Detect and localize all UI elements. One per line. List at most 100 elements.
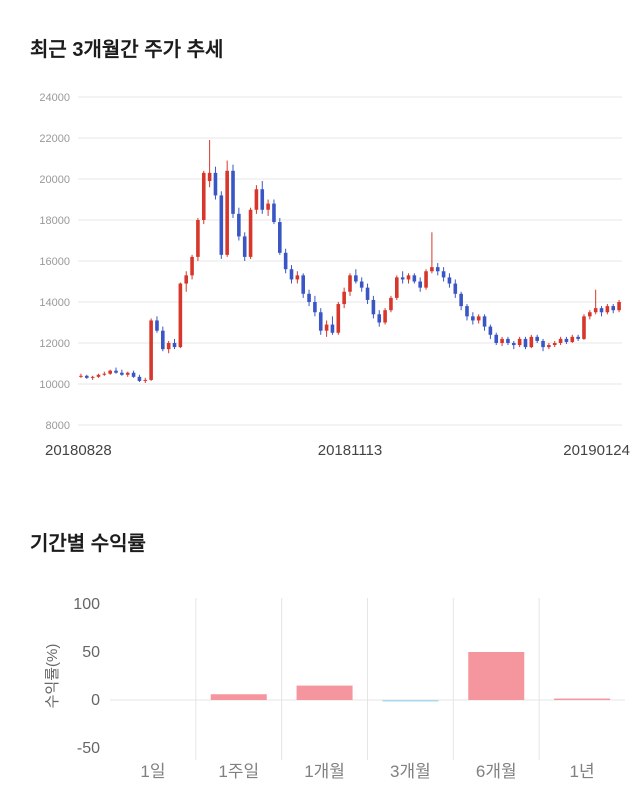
candle-body bbox=[330, 324, 335, 333]
x-tick-label: 20180828 bbox=[45, 442, 112, 459]
candle-body bbox=[178, 283, 183, 348]
candle-body bbox=[318, 312, 323, 331]
candle-body bbox=[383, 310, 387, 323]
candle-body bbox=[354, 275, 358, 282]
candle-body bbox=[225, 170, 229, 255]
candle-body bbox=[196, 220, 200, 257]
x-tick-label: 20190124 bbox=[563, 442, 630, 459]
candle-body bbox=[125, 372, 130, 375]
candle-body bbox=[201, 172, 206, 220]
candle-body bbox=[254, 189, 259, 210]
period-return-bar-chart: 100 50 0 -50 수익률(%) 1일 1주일 1개월 3개월 6개월 1년 bbox=[44, 596, 625, 781]
candle-body bbox=[190, 256, 194, 276]
candle-body bbox=[564, 338, 569, 342]
y-tick-label: 22000 bbox=[39, 133, 70, 145]
category-label: 1주일 bbox=[218, 762, 259, 781]
candle-body bbox=[307, 293, 311, 302]
candle-body bbox=[108, 370, 112, 374]
candle-body bbox=[558, 338, 563, 343]
candle-body bbox=[79, 375, 83, 377]
candle-body bbox=[435, 267, 440, 272]
candle-body bbox=[213, 172, 218, 196]
candle-body bbox=[570, 336, 575, 342]
y-tick-label: 18000 bbox=[39, 215, 70, 227]
y-tick-label: 24000 bbox=[39, 92, 70, 104]
candle-body bbox=[476, 316, 481, 321]
candle-body bbox=[278, 222, 282, 253]
candle-body bbox=[231, 170, 235, 214]
candle-body bbox=[272, 203, 276, 223]
y-tick-label: 12000 bbox=[39, 338, 70, 350]
candle-body bbox=[102, 373, 107, 375]
candle-body bbox=[283, 252, 288, 270]
y-tick-label: 16000 bbox=[39, 256, 70, 268]
candle-body bbox=[96, 374, 101, 377]
price-chart-title: 최근 3개월간 주가 추세 bbox=[30, 39, 224, 61]
candle-body bbox=[166, 343, 171, 350]
candle-body bbox=[313, 302, 317, 313]
candle-body bbox=[143, 379, 148, 381]
category-label: 1개월 bbox=[304, 762, 345, 781]
category-label: 1년 bbox=[570, 762, 595, 781]
y-tick-label: 14000 bbox=[39, 297, 70, 309]
candle-body bbox=[547, 345, 551, 348]
price-candlestick-chart: 8000 10000 12000 14000 16000 18000 20000 22000 2… bbox=[39, 92, 630, 459]
candle-body bbox=[494, 334, 499, 343]
category-label: 6개월 bbox=[476, 762, 517, 781]
candle-body bbox=[295, 275, 300, 280]
candle-body bbox=[172, 343, 177, 348]
y-tick-label: 100 bbox=[73, 596, 100, 613]
candle-body bbox=[394, 277, 399, 298]
candle-body bbox=[529, 336, 534, 348]
candle-body bbox=[207, 172, 212, 182]
candle-body bbox=[155, 320, 159, 331]
return-chart-title: 기간별 수익률 bbox=[30, 533, 146, 555]
candle-body bbox=[541, 340, 545, 348]
candle-body bbox=[471, 316, 475, 321]
y-tick-label: 8000 bbox=[46, 420, 70, 432]
candle-body bbox=[517, 338, 522, 346]
bar-positive bbox=[468, 652, 525, 700]
candle-body bbox=[506, 338, 510, 343]
candle-body bbox=[266, 203, 270, 210]
candle-body bbox=[406, 275, 411, 280]
candle-body bbox=[605, 306, 610, 313]
candle-body bbox=[90, 376, 95, 378]
candle-body bbox=[237, 213, 241, 237]
candle-body bbox=[424, 271, 428, 288]
x-tick-label: 20181113 bbox=[318, 442, 383, 459]
y-tick-label: 10000 bbox=[39, 379, 70, 391]
candle-body bbox=[371, 299, 376, 315]
y-tick-label: -50 bbox=[77, 740, 100, 757]
candle-body bbox=[465, 306, 469, 317]
candle-body bbox=[453, 283, 458, 294]
candle-body bbox=[219, 195, 224, 255]
candle-body bbox=[84, 375, 89, 378]
candle-body bbox=[611, 306, 616, 311]
candle-body bbox=[114, 370, 118, 373]
candle-body bbox=[599, 308, 604, 313]
candle-body bbox=[447, 277, 452, 284]
candle-body bbox=[336, 304, 341, 333]
y-axis-label: 수익률(%) bbox=[44, 644, 61, 709]
category-label: 3개월 bbox=[390, 762, 431, 781]
candle-body bbox=[149, 320, 153, 380]
y-tick-label: 0 bbox=[91, 692, 100, 709]
candle-body bbox=[184, 275, 189, 284]
category-label: 1일 bbox=[140, 762, 165, 781]
y-tick-label: 20000 bbox=[39, 174, 70, 186]
candle-body bbox=[412, 275, 417, 282]
bar-negative bbox=[382, 700, 439, 702]
candle-body bbox=[359, 281, 364, 288]
candle-body bbox=[120, 372, 124, 375]
candle-body bbox=[441, 271, 446, 278]
candle-body bbox=[324, 324, 329, 331]
candle-body bbox=[377, 314, 382, 323]
candle-body bbox=[400, 277, 405, 280]
bar-positive bbox=[296, 685, 353, 700]
bar-positive bbox=[554, 698, 611, 700]
candle-body bbox=[482, 316, 487, 327]
candle-body bbox=[301, 275, 306, 294]
candle-body bbox=[588, 312, 592, 317]
candle-body bbox=[348, 275, 352, 292]
